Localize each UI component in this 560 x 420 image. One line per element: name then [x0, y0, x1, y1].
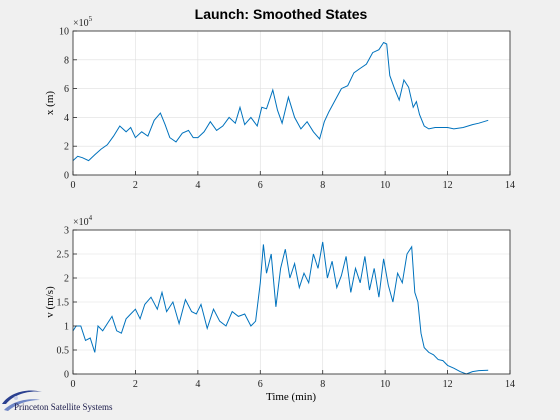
top-axes-box: [72, 30, 511, 176]
top-y-multiplier-exponent: 5: [89, 15, 93, 23]
top-axes: 0 2 4 6 8 10 12 14 0 2 4 6 8 10 x (m) ×105: [44, 15, 515, 191]
bottom-y-tick-label: 1.5: [57, 298, 70, 309]
top-x-tick-label: 2: [133, 180, 138, 191]
logo-swoosh-icon: [2, 390, 42, 411]
bottom-x-tick-label: 6: [258, 379, 263, 390]
bottom-y-tick-label: 1: [64, 322, 69, 333]
top-y-tick-label: 6: [64, 84, 69, 95]
top-x-tick-label: 8: [320, 180, 325, 191]
logo: Princeton Satellite Systems: [2, 390, 113, 412]
bottom-x-tick-label: 4: [195, 379, 200, 390]
bottom-xlabel: Time (min): [266, 391, 316, 403]
top-y-tick-label: 0: [64, 171, 69, 182]
top-y-tick-label: 4: [64, 113, 69, 124]
bottom-y-multiplier: ×104: [73, 214, 93, 228]
logo-text: Princeton Satellite Systems: [14, 402, 113, 412]
top-x-tick-label: 12: [443, 180, 453, 191]
bottom-y-multiplier-exponent: 4: [89, 214, 93, 222]
bottom-series-line: [72, 241, 489, 375]
top-plot-area: [73, 31, 510, 175]
top-ylabel: x (m): [44, 91, 56, 115]
top-x-tick-label: 0: [71, 180, 76, 191]
top-y-tick-label: 8: [64, 55, 69, 66]
top-x-tick-label: 4: [195, 180, 200, 191]
bottom-x-tick-label: 2: [133, 379, 138, 390]
top-x-tick-label: 14: [505, 180, 515, 191]
bottom-axes: 0 2 4 6 8 10 12 14 0 0.5 1 1.5 2 2.5 3 v (m/s) Time (m…: [44, 214, 515, 403]
bottom-y-tick-label: 2: [64, 274, 69, 285]
top-x-tick-label: 6: [258, 180, 263, 191]
bottom-y-tick-label: 2.5: [57, 250, 70, 261]
bottom-x-tick-label: 8: [320, 379, 325, 390]
bottom-x-tick-label: 10: [380, 379, 390, 390]
bottom-x-tick-label: 14: [505, 379, 515, 390]
bottom-y-multiplier-base: ×10: [73, 217, 89, 228]
top-ticks: 0 2 4 6 8 10 12 14 0 2 4 6 8 10: [59, 27, 515, 192]
bottom-ticks: 0 2 4 6 8 10 12 14 0 0.5 1 1.5 2 2.5 3: [57, 226, 516, 391]
bottom-y-tick-label: 0.5: [57, 346, 70, 357]
bottom-x-tick-label: 0: [71, 379, 76, 390]
top-y-multiplier: ×105: [73, 15, 93, 29]
top-y-tick-label: 2: [64, 142, 69, 153]
bottom-y-tick-label: 0: [64, 370, 69, 381]
bottom-y-tick-label: 3: [64, 226, 69, 237]
top-y-multiplier-base: ×10: [73, 18, 89, 29]
bottom-x-tick-label: 12: [443, 379, 453, 390]
bottom-ylabel: v (m/s): [44, 286, 56, 318]
chart-title: Launch: Smoothed States: [195, 6, 368, 22]
top-y-tick-label: 10: [59, 27, 69, 38]
top-series-line: [72, 41, 489, 162]
top-x-tick-label: 10: [380, 180, 390, 191]
